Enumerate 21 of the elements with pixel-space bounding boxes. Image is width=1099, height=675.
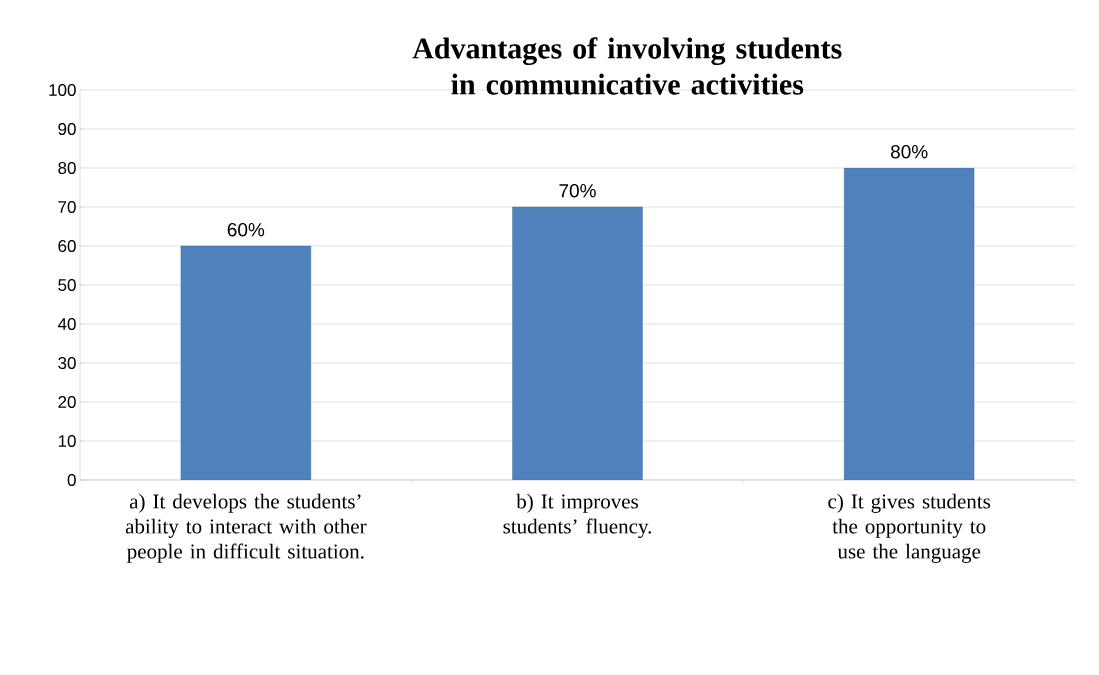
y-tick-label: 90 [58, 122, 76, 136]
bar [180, 245, 312, 480]
y-tick-label: 50 [58, 278, 76, 292]
y-tick-label: 10 [58, 434, 76, 448]
y-tick-label: 30 [58, 356, 76, 370]
y-tick-label: 60 [58, 239, 76, 253]
bar [843, 167, 975, 480]
x-tick-label: b) It improves students’ fluency. [503, 493, 651, 538]
data-label: 70% [559, 184, 596, 198]
y-tick-label: 80 [58, 161, 76, 175]
data-label: 60% [227, 223, 265, 237]
y-tick-label: 40 [57, 317, 76, 331]
y-tick-label: 20 [58, 395, 76, 409]
x-tick-label: c) It gives students the opportunity to use the language [828, 493, 991, 563]
y-tick-label: 70 [58, 200, 76, 214]
y-tick-label: 0 [67, 473, 76, 487]
chart-title: Advantages of involving students in communicative activities [412, 37, 842, 95]
data-label: 80% [891, 145, 928, 159]
bar [512, 206, 643, 480]
x-tick-label: a) It develops the students’ ability to interact with other people in difficult situation. [125, 493, 367, 563]
y-tick-label: 100 [49, 83, 76, 97]
